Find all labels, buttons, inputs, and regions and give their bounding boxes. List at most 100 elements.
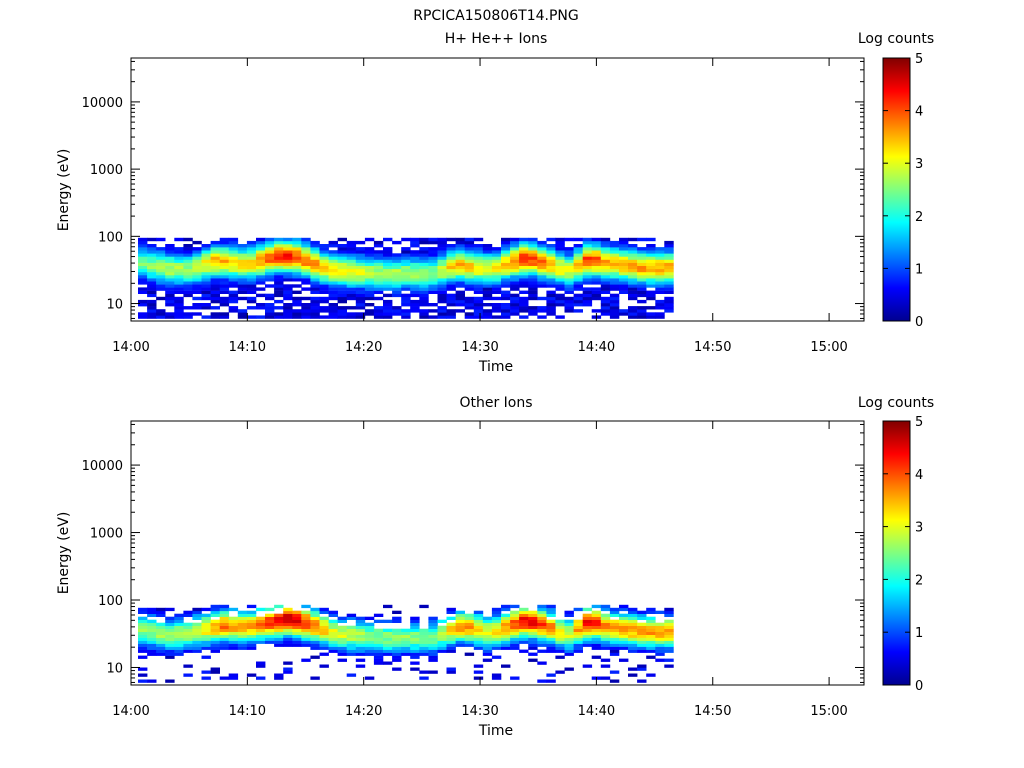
spectrogram-cell [546,271,556,276]
spectrogram-cell [519,237,529,242]
spectrogram-cell [337,299,347,304]
spectrogram-cell [292,268,302,273]
spectrogram-cell [428,290,438,294]
spectrogram-cell [664,643,674,647]
spectrogram-cell [373,649,384,653]
spectrogram-cell [346,256,357,260]
spectrogram-cell [355,640,366,644]
spectrogram-cell [555,619,565,623]
spectrogram-cell [174,259,184,263]
spectrogram-cell [192,616,202,620]
spectrogram-cell [210,296,220,301]
spectrogram-cell [428,658,438,662]
spectrogram-cell [464,247,475,251]
spectrogram-cell [582,293,593,298]
spectrogram-cell [537,268,547,273]
spectrogram-cell [346,247,357,251]
spectrogram-cell [628,287,638,291]
spectrogram-cell [446,646,456,650]
spectrogram-cell [473,259,484,263]
spectrogram-cell [609,306,620,310]
spectrogram-cell [591,278,602,282]
spectrogram-cell [383,306,393,310]
spectrogram-cell [219,646,230,650]
spectrogram-cell [600,664,611,668]
spectrogram-cell [510,253,520,257]
spectrogram-cell [482,312,493,316]
spectrogram-cell [265,250,275,254]
spectrogram-cell [664,619,674,623]
spectrogram-cell [364,275,375,279]
spectrogram-cell [519,271,529,276]
spectrogram-cell [401,628,411,632]
spectrogram-cell [473,628,484,632]
spectrogram-cell [256,275,266,279]
spectrogram-cell [364,281,375,285]
spectrogram-cell [446,250,456,254]
spectrogram-cell [510,268,520,273]
spectrogram-cell [501,240,511,245]
spectrogram-cell [628,637,638,641]
spectrogram-cell [628,634,638,638]
spectrogram-cell [346,315,357,319]
spectrogram-cell [183,315,193,319]
x-tick-label: 14:30 [461,704,498,719]
spectrogram-cell [537,610,547,614]
spectrogram-cell [337,293,347,298]
spectrogram-cell [600,628,611,632]
spectrogram-cell [473,643,484,647]
spectrogram-cell [292,643,302,647]
spectrogram-cell [237,271,248,276]
spectrogram-cell [637,268,647,273]
spectrogram-cell [328,613,338,617]
spectrogram-cell [464,281,475,285]
spectrogram-cell [392,306,402,310]
spectrogram-cell [364,253,375,257]
spectrogram-cell [537,244,547,248]
spectrogram-cell [192,278,202,282]
spectrogram-cell [455,643,465,647]
spectrogram-cell [564,634,574,638]
spectrogram-cell [482,616,493,620]
spectrogram-cell [546,268,556,273]
spectrogram-cell [428,655,438,659]
spectrogram-cell [174,640,184,644]
spectrogram-cell [301,613,311,617]
x-tick-label: 14:40 [578,704,615,719]
spectrogram-cell [519,619,529,623]
spectrogram-cell [392,309,402,313]
spectrogram-cell [410,281,420,285]
spectrogram-cell [437,247,447,251]
spectrogram-cell [410,625,420,629]
spectrogram-cell [555,284,565,288]
spectrogram-cell [655,275,665,279]
spectrogram-cell [510,265,520,270]
spectrogram-cell [528,643,538,647]
spectrogram-cell [165,299,175,304]
spectrogram-cell [210,649,220,653]
spectrogram-cell [274,628,284,632]
spectrogram-cell [473,670,484,674]
spectrogram-cell [147,278,157,282]
spectrogram-cell [292,315,302,319]
spectrogram-cell [174,306,184,310]
spectrogram-cell [546,619,556,623]
spectrogram-cell [628,619,638,623]
spectrogram-cell [392,616,402,620]
spectrogram-cell [419,631,429,635]
spectrogram-cell [419,278,429,282]
spectrogram-cell [283,237,293,242]
spectrogram-cell [392,637,402,641]
spectrogram-cell [437,299,447,304]
spectrogram-cell [319,628,329,632]
spectrogram-cell [364,265,375,270]
spectrogram-cell [419,652,429,656]
spectrogram-cell [628,649,638,653]
spectrogram-cell [473,253,484,257]
spectrogram-cell [310,287,320,291]
spectrogram-cell [201,315,211,319]
spectrogram-cell [428,278,438,282]
spectrogram-cell [437,262,447,266]
spectrogram-cell [174,303,184,307]
spectrogram-cell [310,268,320,273]
